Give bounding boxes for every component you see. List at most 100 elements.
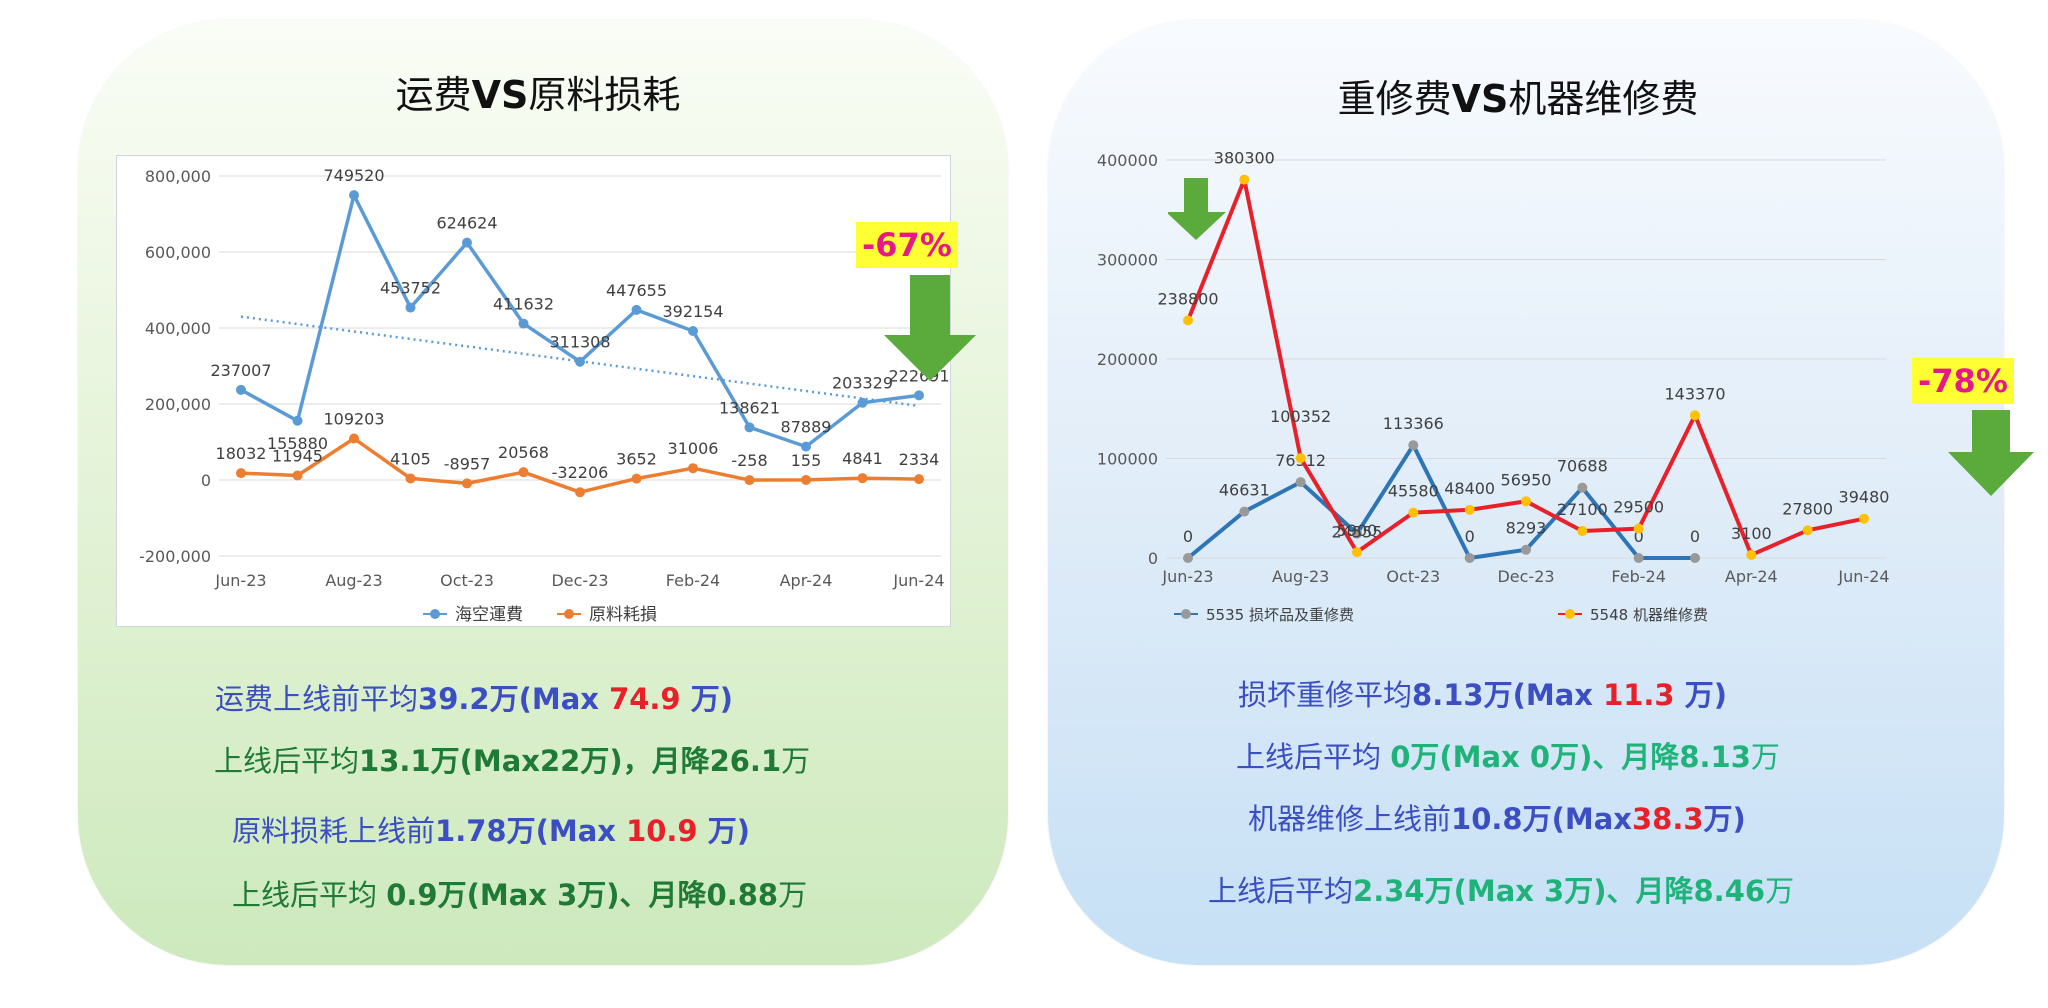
data-point bbox=[292, 470, 303, 481]
left-stat-1-end: 万) bbox=[680, 682, 733, 716]
left-stat-4-end: 万 bbox=[778, 878, 808, 912]
left-stat-2-reduction: 26.1 bbox=[709, 744, 782, 778]
data-point bbox=[914, 474, 924, 485]
right-panel bbox=[1048, 20, 2004, 965]
legend-swatch-marker bbox=[1181, 609, 1191, 619]
data-label: 39480 bbox=[1839, 488, 1890, 507]
left-stat-3: 原料损耗上线前1.78万(Max 10.9 万) bbox=[232, 808, 750, 850]
x-tick-label: Jun-24 bbox=[1837, 567, 1889, 586]
series-line bbox=[1186, 443, 1695, 560]
y-tick-label: 400000 bbox=[1097, 151, 1158, 170]
data-point bbox=[744, 475, 755, 486]
y-tick-label: 300000 bbox=[1097, 251, 1158, 270]
x-tick-label: Apr-24 bbox=[1725, 567, 1778, 586]
y-tick-label: 200,000 bbox=[145, 395, 211, 414]
data-point bbox=[1577, 482, 1588, 493]
data-label: 45580 bbox=[1388, 482, 1439, 501]
freight-chart-svg: 800,000600,000400,000200,0000-200,000Jun… bbox=[139, 166, 949, 625]
left-stat-4: 上线后平均 0.9万(Max 3万)、月降0.88万 bbox=[232, 872, 807, 914]
left-reduction-badge: -67% bbox=[856, 222, 958, 268]
right-title-part1: 重修费 bbox=[1337, 77, 1452, 121]
data-point bbox=[688, 463, 698, 474]
data-label: 392154 bbox=[662, 302, 723, 321]
data-point bbox=[744, 422, 755, 433]
data-point bbox=[462, 237, 472, 248]
x-tick-label: Oct-23 bbox=[440, 571, 494, 590]
y-tick-label: 100000 bbox=[1097, 450, 1158, 469]
legend-swatch-marker bbox=[430, 609, 440, 619]
left-stat-2: 上线后平均13.1万(Max22万)，月降26.1万 bbox=[214, 738, 810, 780]
data-label: 624624 bbox=[436, 214, 497, 233]
data-point bbox=[1690, 553, 1700, 563]
data-point bbox=[405, 302, 416, 313]
data-label: 27100 bbox=[1557, 500, 1608, 519]
left-down-arrow-icon bbox=[884, 275, 976, 381]
right-stat-1-max: 11.3 bbox=[1603, 678, 1675, 712]
data-point bbox=[1239, 174, 1250, 185]
y-tick-label: 800,000 bbox=[145, 167, 211, 186]
legend-swatch-marker bbox=[1565, 609, 1575, 619]
data-label: 0 bbox=[1465, 527, 1475, 546]
right-stat-4-text: 上线后平均 bbox=[1208, 874, 1354, 908]
data-point bbox=[1352, 528, 1362, 539]
data-label: 56950 bbox=[1501, 470, 1552, 489]
freight-chart: 800,000 600,000 400,000 200,000 0 -200,000 Jun… bbox=[116, 155, 951, 627]
data-point bbox=[349, 190, 359, 201]
repair-chart: 400000 300000 200000 100000 0 Jun-23 Aug-23 Oct… bbox=[1060, 140, 1990, 630]
data-label: 0 bbox=[1690, 527, 1700, 546]
data-label: 48400 bbox=[1444, 479, 1495, 498]
x-tick-label: Apr-24 bbox=[780, 571, 833, 590]
legend-label: 海空運費 bbox=[455, 605, 523, 625]
left-stat-2-text: 上线后平均 bbox=[214, 744, 360, 778]
right-title-vs: VS bbox=[1451, 77, 1509, 121]
left-stat-4-value: 0.9 bbox=[386, 878, 438, 912]
x-tick-label: Jun-24 bbox=[892, 571, 944, 590]
y-tick-label: 400,000 bbox=[145, 319, 211, 338]
right-stat-2: 上线后平均 0万(Max 0万)、月降8.13万 bbox=[1236, 734, 1780, 776]
data-label: 238800 bbox=[1157, 289, 1218, 308]
data-point bbox=[1408, 440, 1419, 451]
legend-label: 原料耗損 bbox=[589, 605, 657, 625]
data-point bbox=[462, 478, 472, 489]
data-label: 0 bbox=[1183, 527, 1193, 546]
data-label: 5900 bbox=[1337, 521, 1378, 540]
right-stat-2-value: 0 bbox=[1390, 740, 1411, 774]
data-label: 203329 bbox=[832, 374, 893, 393]
legend-label: 5535 损坏品及重修费 bbox=[1206, 606, 1354, 624]
data-point bbox=[1464, 504, 1475, 515]
data-label: 155 bbox=[791, 451, 822, 470]
x-tick-label: Dec-23 bbox=[1497, 567, 1554, 586]
data-point bbox=[1408, 507, 1419, 518]
data-label: 46631 bbox=[1219, 481, 1270, 500]
right-stat-3-mid: 万(Max bbox=[1522, 802, 1632, 836]
y-tick-label: -200,000 bbox=[139, 547, 211, 566]
right-reduction-badge: -78% bbox=[1912, 358, 2014, 404]
data-point bbox=[1183, 553, 1193, 563]
data-label: 3100 bbox=[1731, 524, 1772, 543]
data-point bbox=[688, 325, 698, 336]
left-stat-3-value: 1.78 bbox=[435, 814, 507, 848]
data-point bbox=[801, 441, 811, 452]
data-label: 447655 bbox=[606, 281, 667, 300]
left-panel-title: 运费VS原料损耗 bbox=[78, 64, 998, 119]
left-stat-4-reduction: 0.88 bbox=[706, 878, 779, 912]
data-label: 380300 bbox=[1214, 149, 1275, 168]
y-tick-label: 600,000 bbox=[145, 243, 211, 262]
left-stat-3-text: 原料损耗上线前 bbox=[232, 814, 436, 848]
right-stat-3-value: 10.8 bbox=[1451, 802, 1523, 836]
left-stat-4-mid: 万(Max 3万)、月降 bbox=[437, 878, 707, 912]
data-label: 311308 bbox=[549, 333, 610, 352]
y-tick-label: 200000 bbox=[1097, 350, 1158, 369]
data-point bbox=[1746, 549, 1757, 560]
x-tick-label: Jun-23 bbox=[1161, 567, 1213, 586]
data-label: 113366 bbox=[1383, 414, 1444, 433]
data-label: -258 bbox=[731, 451, 767, 470]
left-stat-1: 运费上线前平均39.2万(Max 74.9 万) bbox=[215, 676, 733, 718]
right-stat-1-text: 损坏重修平均 bbox=[1238, 678, 1413, 712]
data-point bbox=[801, 474, 811, 485]
data-point bbox=[518, 467, 529, 478]
data-point bbox=[236, 384, 246, 395]
data-point bbox=[1633, 553, 1644, 563]
left-title-part2: 原料损耗 bbox=[528, 73, 681, 117]
